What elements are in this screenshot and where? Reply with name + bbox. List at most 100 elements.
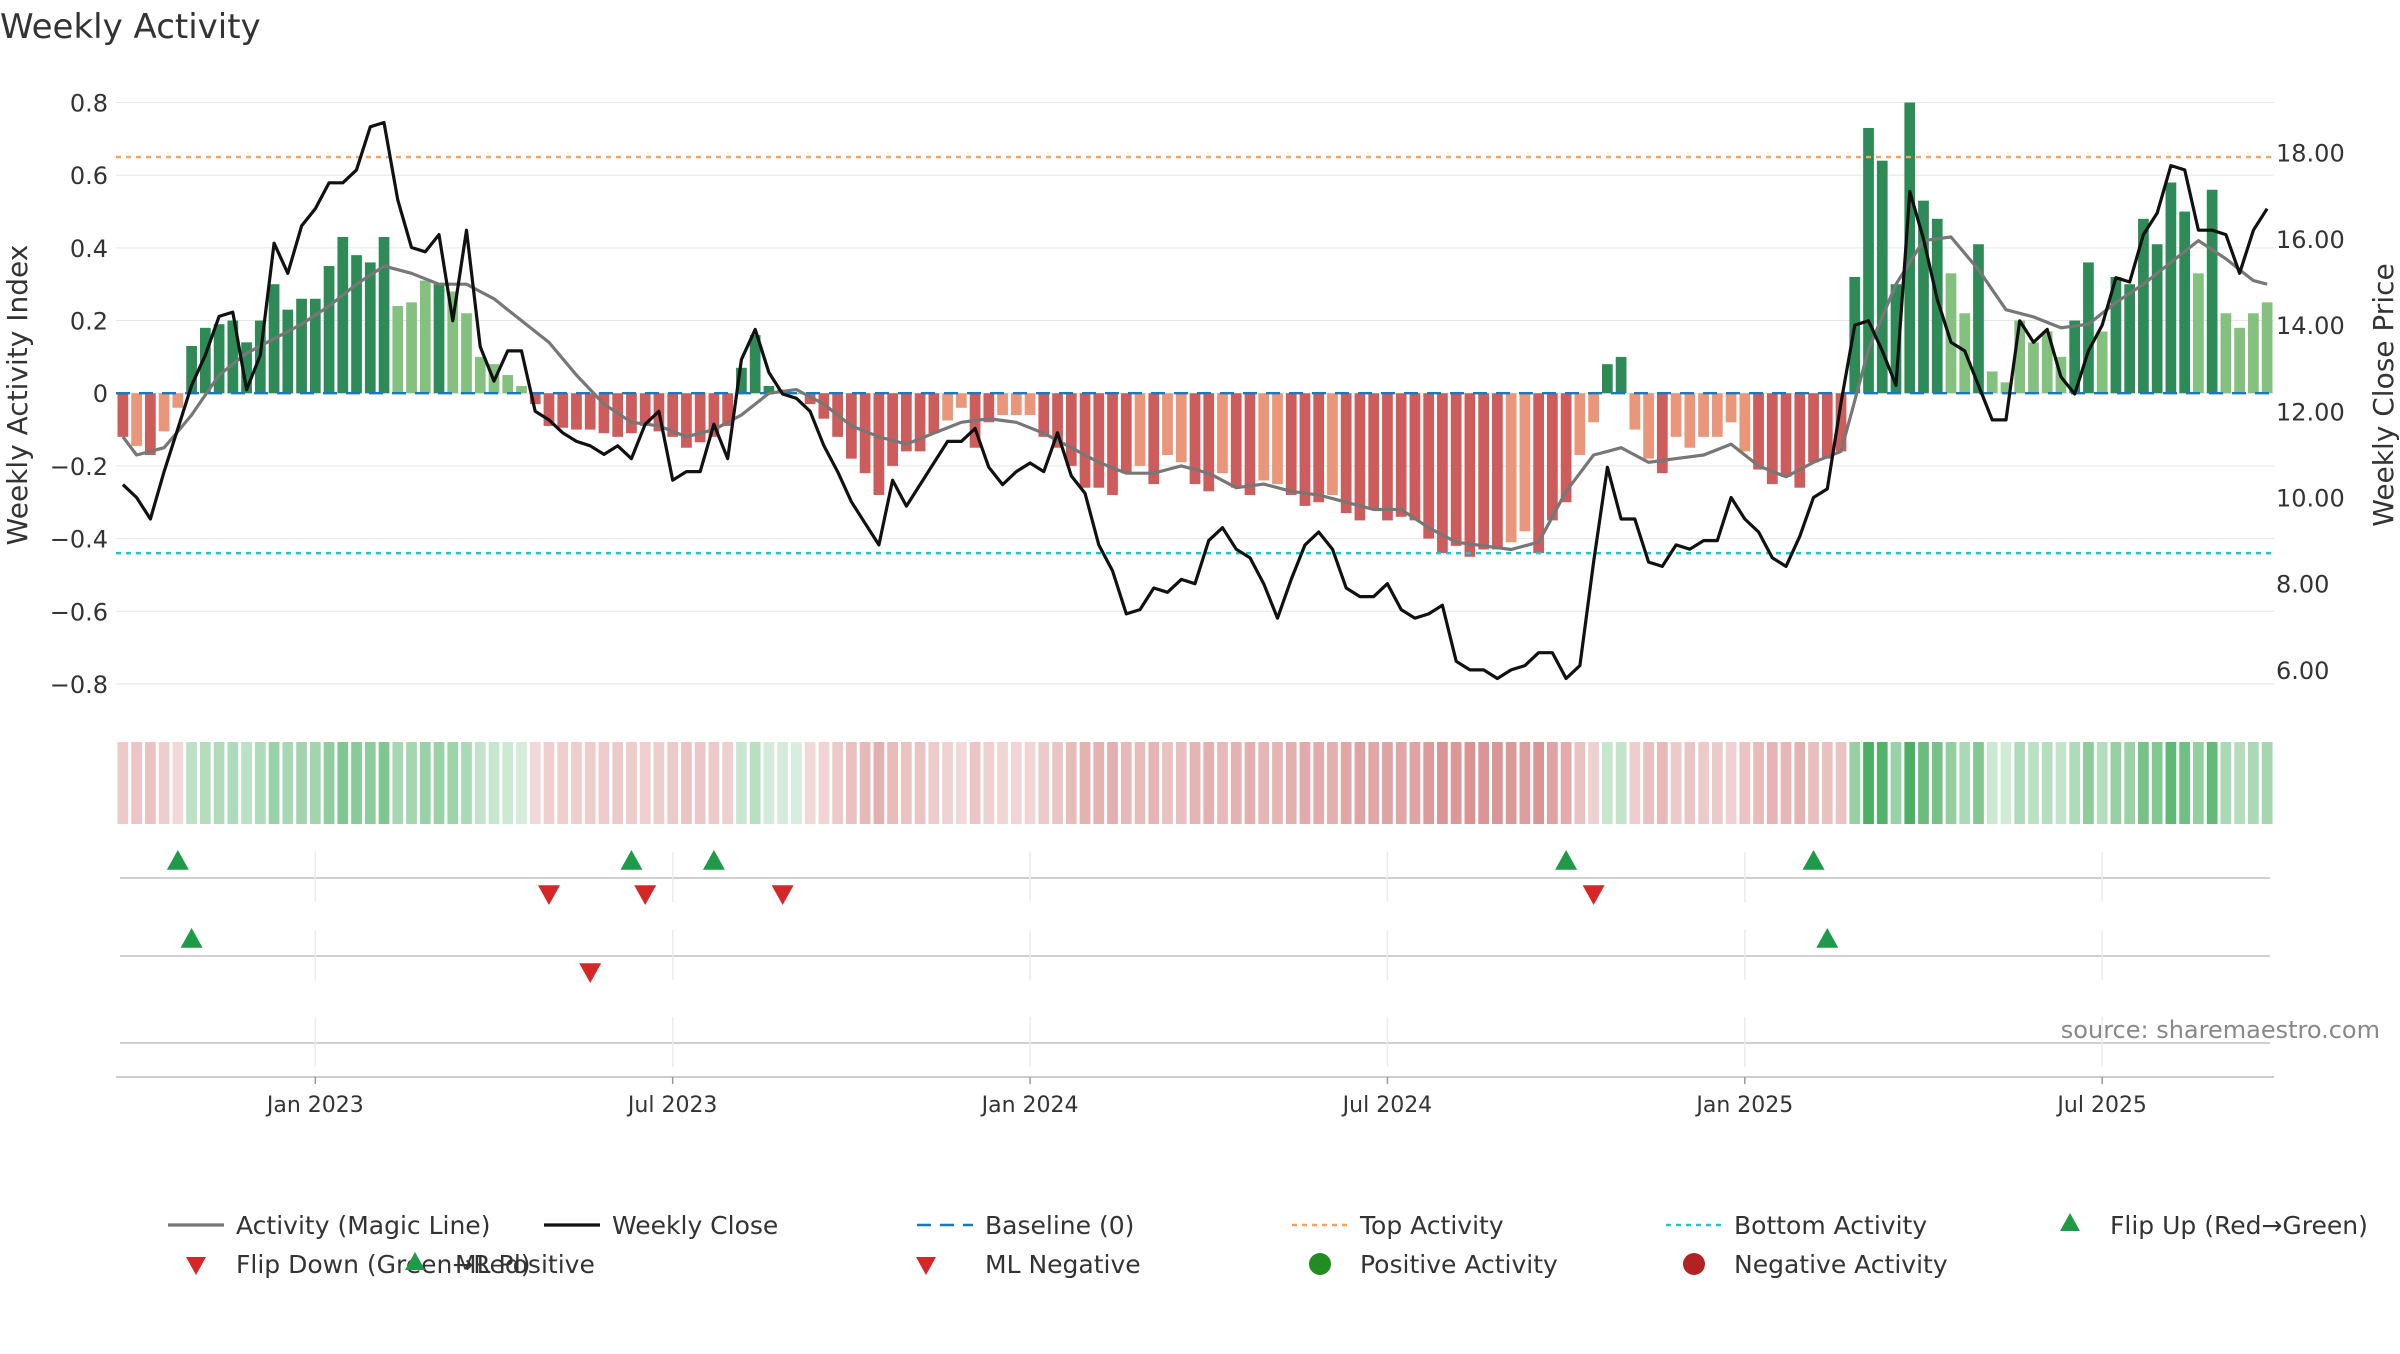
activity-bar (323, 266, 335, 394)
activity-bar (117, 393, 129, 437)
activity-bar (2261, 302, 2273, 394)
activity-bar (1821, 393, 1833, 459)
heat-cell (158, 742, 170, 824)
activity-bar (708, 393, 720, 437)
activity-bar (1808, 393, 1819, 463)
activity-bar (900, 393, 912, 452)
heat-cell (942, 742, 953, 824)
activity-bar (1162, 393, 1173, 456)
flip-down-marker (537, 885, 560, 905)
activity-bar (2028, 342, 2039, 394)
line-series (121, 120, 2269, 681)
activity-bar (571, 393, 582, 430)
activity-bar (584, 393, 596, 430)
magic-line (121, 235, 2268, 552)
y-tick-label: 0.2 (70, 308, 108, 336)
heat-cell (653, 742, 665, 824)
activity-bar (1973, 244, 1984, 394)
activity-bar (1904, 102, 1916, 394)
activity-heat-strip (117, 742, 2273, 824)
heat-cell (1711, 742, 1723, 824)
activity-bar (1010, 393, 1022, 416)
y-tick-label: −0.2 (50, 453, 108, 481)
activity-bar (1519, 393, 1531, 532)
activity-bar (1547, 393, 1558, 521)
activity-bar (1643, 393, 1654, 459)
legend-label: Flip Up (Red→Green) (2110, 1211, 2368, 1240)
activity-bar (1052, 393, 1063, 448)
heat-cell (1478, 742, 1490, 824)
y-axis-ticks: 0.8 0.6 0.4 0.2 0 −0.2 −0.4 −0.6 −0.8 (50, 90, 108, 699)
activity-bar (364, 262, 376, 394)
heat-cell (1766, 742, 1778, 824)
activity-bar (1258, 393, 1270, 481)
heat-cell (832, 742, 843, 824)
legend-label: Negative Activity (1734, 1250, 1948, 1279)
heat-cell (296, 742, 307, 824)
heat-cell (1574, 742, 1586, 824)
heat-cell (406, 742, 417, 824)
y-tick-label: 0.8 (70, 90, 108, 118)
heat-cell (1739, 742, 1751, 824)
activity-bar (722, 393, 734, 426)
heat-cell (1134, 742, 1146, 824)
activity-bar (2165, 182, 2177, 394)
heat-cell (543, 742, 555, 824)
heat-cell (268, 742, 280, 824)
heat-cell (1395, 742, 1407, 824)
chart-title: Weekly Activity (0, 7, 261, 47)
heat-cell (777, 742, 789, 824)
source-label: source: sharemaestro.com (2061, 1016, 2380, 1044)
heat-cell (626, 742, 637, 824)
y2-axis-ticks: 18.00 16.00 14.00 12.00 10.00 8.00 6.00 (2276, 140, 2345, 685)
flip-down-marker (1582, 885, 1605, 905)
activity-bar (1244, 393, 1256, 495)
heat-cell (736, 742, 747, 824)
heat-cell (887, 742, 898, 824)
activity-bar (914, 393, 926, 452)
heat-cell (516, 742, 527, 824)
y-tick-label: 0 (93, 380, 108, 408)
heat-cell (1629, 742, 1641, 824)
heat-cell (1945, 742, 1957, 824)
heat-cell (2165, 742, 2177, 824)
activity-bar (598, 393, 610, 434)
activity-bar (2110, 276, 2122, 394)
heat-cell (186, 742, 197, 824)
heat-cell (900, 742, 912, 824)
activity-bar (1766, 393, 1778, 485)
activity-bar (1876, 160, 1888, 394)
heat-cell (213, 742, 225, 824)
activity-bar (1313, 393, 1325, 503)
heat-cell (2041, 742, 2053, 824)
activity-bar (199, 327, 211, 394)
heat-cell (433, 742, 445, 824)
legend-ml-positive-icon (405, 1252, 425, 1270)
activity-bar (1354, 393, 1366, 521)
flip-up-marker (620, 850, 643, 870)
activity-bar (1560, 393, 1572, 503)
heat-cell (1244, 742, 1256, 824)
activity-bar (1107, 393, 1118, 495)
activity-bar (1656, 393, 1668, 474)
heat-cell (667, 742, 679, 824)
y2-tick-label: 8.00 (2276, 571, 2329, 599)
y-tick-label: −0.6 (50, 598, 108, 626)
activity-bar (296, 298, 307, 394)
heat-cell (1876, 742, 1888, 824)
legend-flip-up-icon (2060, 1213, 2080, 1231)
heat-cell (241, 742, 252, 824)
heat-cell (846, 742, 857, 824)
x-tick-label: Jan 2023 (265, 1093, 364, 1118)
heat-cell (254, 742, 266, 824)
activity-bar (1437, 393, 1448, 554)
heat-cell (1285, 742, 1297, 824)
heat-cell (749, 742, 761, 824)
heat-cell (309, 742, 321, 824)
reference-lines (116, 155, 2274, 555)
legend: Activity (Magic Line) Weekly Close Baselin… (168, 1211, 2368, 1279)
activity-bar (337, 236, 349, 394)
activity-bar (1588, 393, 1599, 423)
activity-bar (955, 393, 967, 408)
